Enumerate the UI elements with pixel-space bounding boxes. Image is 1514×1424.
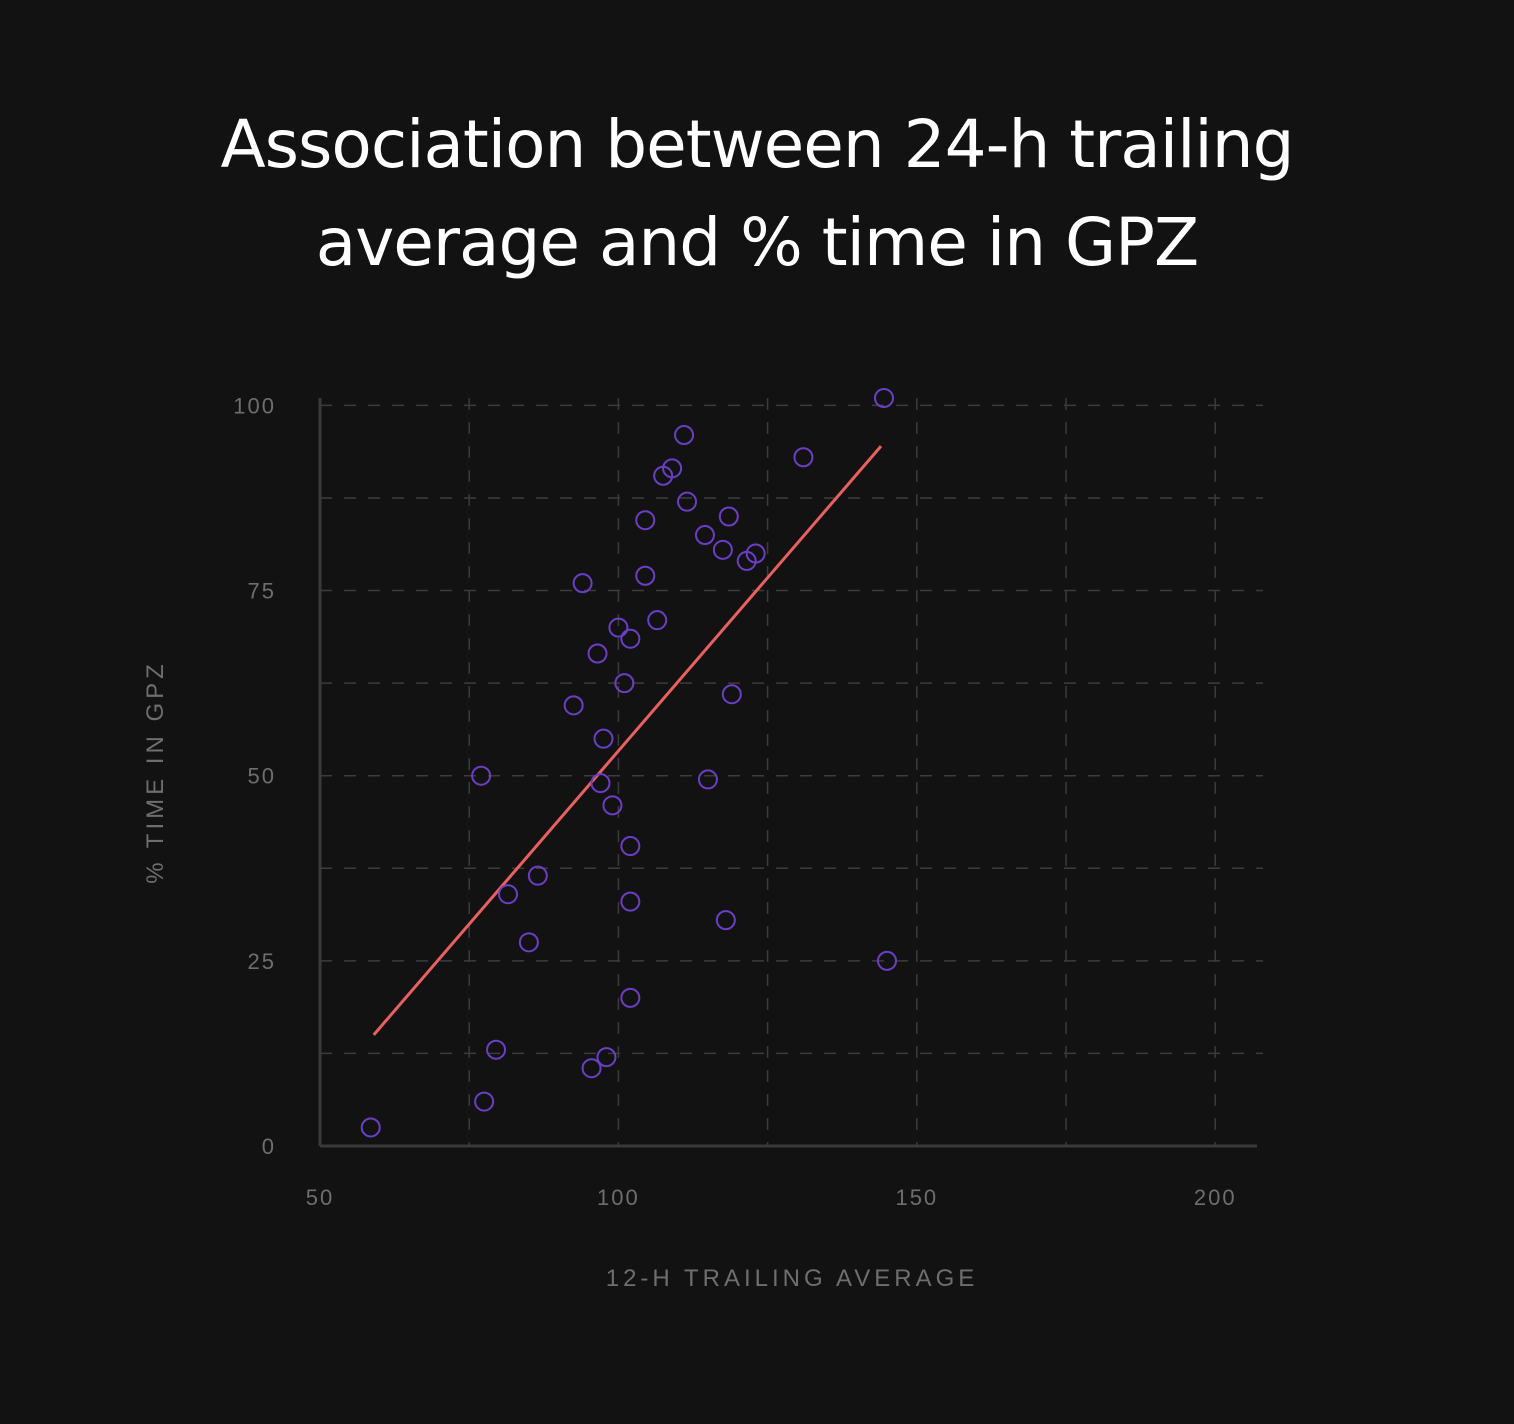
x-tick-label: 50: [306, 1185, 334, 1210]
data-point: [715, 910, 736, 931]
data-point: [620, 987, 641, 1008]
trendline: [372, 445, 883, 1036]
y-axis-title: % TIME IN GPZ: [142, 660, 169, 884]
data-point: [527, 865, 548, 886]
data-point: [635, 510, 656, 531]
x-tick-label: 200: [1194, 1185, 1237, 1210]
data-point: [620, 891, 641, 912]
data-point: [608, 617, 629, 638]
chart-title-line-2: average and % time in GPZ: [315, 204, 1199, 281]
data-point: [876, 950, 897, 971]
y-tick-label: 0: [262, 1134, 276, 1159]
data-point: [721, 684, 742, 705]
data-point: [518, 932, 539, 953]
x-axis-title: 12-H TRAILING AVERAGE: [606, 1265, 979, 1292]
data-point: [647, 610, 668, 631]
data-point: [873, 388, 894, 408]
data-point: [497, 884, 518, 905]
data-point: [471, 765, 492, 786]
data-point: [620, 628, 641, 649]
data-point: [593, 728, 614, 749]
data-point: [596, 1047, 617, 1068]
data-point: [581, 1058, 602, 1079]
chart-title-line-1: Association between 24-h trailing: [220, 106, 1295, 183]
data-point: [614, 673, 635, 694]
data-point: [662, 458, 683, 479]
data-point: [360, 1117, 381, 1138]
data-point: [602, 795, 623, 816]
y-tick-label: 100: [233, 393, 276, 418]
data-point: [745, 543, 766, 564]
y-tick-label: 50: [248, 764, 276, 789]
data-point: [718, 506, 739, 527]
y-tick-label: 75: [248, 579, 276, 604]
data-point: [694, 525, 715, 546]
data-point: [486, 1039, 507, 1060]
data-point: [572, 573, 593, 594]
data-point: [590, 773, 611, 794]
data-point: [697, 769, 718, 790]
data-point: [474, 1091, 495, 1112]
data-point: [620, 836, 641, 857]
data-point: [674, 425, 695, 446]
y-tick-label: 25: [248, 949, 276, 974]
data-point: [793, 447, 814, 468]
x-tick-label: 150: [895, 1185, 938, 1210]
data-point: [677, 491, 698, 512]
data-point: [635, 565, 656, 586]
data-point: [587, 643, 608, 664]
data-point: [563, 695, 584, 716]
chart-title: Association between 24-h trailing averag…: [0, 96, 1514, 292]
data-point: [712, 539, 733, 560]
x-tick-label: 100: [597, 1185, 640, 1210]
